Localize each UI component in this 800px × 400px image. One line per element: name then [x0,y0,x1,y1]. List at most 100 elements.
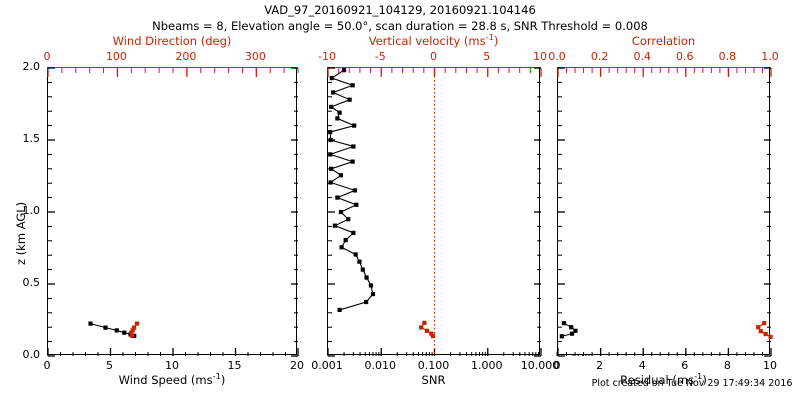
data-point-marker [343,237,348,243]
data-point-marker [561,321,567,326]
data-point-marker [335,195,340,200]
data-point-marker [352,123,357,128]
series-line-wind-speed [90,323,135,337]
data-point-marker [569,325,574,330]
bottom-axis-label: Wind Speed (ms-1) [118,371,226,387]
data-point-marker [134,321,139,326]
data-point-marker [114,328,119,333]
data-point-marker [338,209,344,215]
bottom-tick-label: 10.000 [520,359,560,372]
bottom-tick-label: 10 [165,359,179,372]
plot-footer-timestamp: Plot created on Tue Nov 29 17:49:34 2016 [591,378,793,389]
data-point-marker [430,334,435,339]
bottom-axis-label: Residual (ms-1) [620,371,707,387]
data-point-marker [422,320,427,325]
series-line-snr [328,69,374,311]
panel-3-canvas [557,67,773,357]
top-tick-label: 5 [483,50,491,63]
y-tick-label: 0.0 [22,348,41,361]
top-tick-label: 200 [175,50,197,63]
bottom-tick-label: 8 [723,359,731,372]
top-tick-label: -5 [374,50,386,63]
data-point-marker [763,332,768,337]
data-point-marker [768,334,773,339]
data-point-marker [129,333,135,338]
data-point-marker [103,325,108,330]
data-point-marker [364,275,369,280]
data-point-marker [351,230,356,235]
bottom-tick-label: 2 [596,359,604,372]
data-point-marker [573,328,578,333]
data-point-marker [88,321,93,326]
bottom-tick-label: 6 [681,359,689,372]
data-point-marker [352,188,357,193]
y-tick-label: 1.5 [22,132,41,145]
top-tick-label: 10 [533,50,547,63]
bottom-tick-label: 0 [43,359,51,372]
data-point-marker [354,202,359,207]
top-tick-label: 0 [430,50,437,63]
data-point-marker [370,291,376,297]
bottom-tick-label: 0.100 [417,359,450,372]
bottom-tick-label: 0.001 [311,359,343,372]
bottom-tick-label: 0 [553,359,561,372]
data-point-marker [329,104,334,109]
data-point-marker [360,267,365,272]
top-axis-label: Vertical velocity (ms-1) [368,32,499,48]
plot-panel-2 [327,67,593,357]
data-point-marker [346,217,351,222]
data-point-marker [328,129,333,135]
data-point-marker [350,159,355,164]
data-point-marker [335,116,340,121]
data-point-marker [429,331,434,336]
data-point-marker [122,330,127,335]
data-point-marker [419,325,424,330]
y-tick-label: 0.5 [22,276,41,289]
figure-subtitle: Nbeams = 8, Elevation angle = 50.0°, sca… [152,19,648,33]
plot-panel-3 [557,67,773,357]
data-point-marker [338,173,344,178]
data-point-marker [130,328,135,333]
data-point-marker [353,252,358,257]
data-point-marker [328,152,333,157]
top-tick-label: 0.4 [633,50,651,63]
bottom-tick-label: 4 [638,359,646,372]
data-point-marker [331,90,336,95]
top-tick-label: 0 [43,50,51,63]
panel-2-canvas [327,67,593,357]
bottom-tick-label: 0.010 [364,359,397,372]
data-point-marker [424,328,430,333]
y-tick-label: 2.0 [22,60,41,73]
data-point-marker [329,75,334,81]
data-point-marker [341,68,347,73]
top-axis-label: Correlation [631,34,696,48]
data-point-marker [357,259,362,264]
data-point-marker [347,97,352,102]
data-point-marker [132,333,137,338]
data-point-marker [132,325,137,330]
bottom-tick-label: 20 [290,359,304,372]
data-point-marker [569,331,575,336]
figure-title: VAD_97_20160921_104129, 20160921.104146 [264,3,536,17]
bottom-tick-label: 15 [227,359,242,372]
data-point-marker [337,110,342,115]
data-point-marker [339,245,344,250]
top-tick-label: 0.2 [590,50,609,63]
y-tick-label: 1.0 [22,204,41,217]
data-point-marker [559,334,564,339]
bottom-tick-label: 5 [106,359,113,372]
data-point-marker [328,137,333,143]
plot-panel-1 [47,67,299,357]
data-point-marker [337,307,342,313]
top-axis-label: Wind Direction (deg) [112,34,232,48]
bottom-axis-label: SNR [421,373,446,387]
data-point-marker [762,321,767,326]
data-point-marker [368,283,374,288]
top-tick-label: 0.8 [718,50,737,63]
data-point-marker [758,329,763,334]
top-tick-label: 100 [105,50,127,63]
data-point-marker [129,330,134,335]
top-tick-label: -10 [318,50,336,63]
panel-1-canvas [47,67,299,357]
